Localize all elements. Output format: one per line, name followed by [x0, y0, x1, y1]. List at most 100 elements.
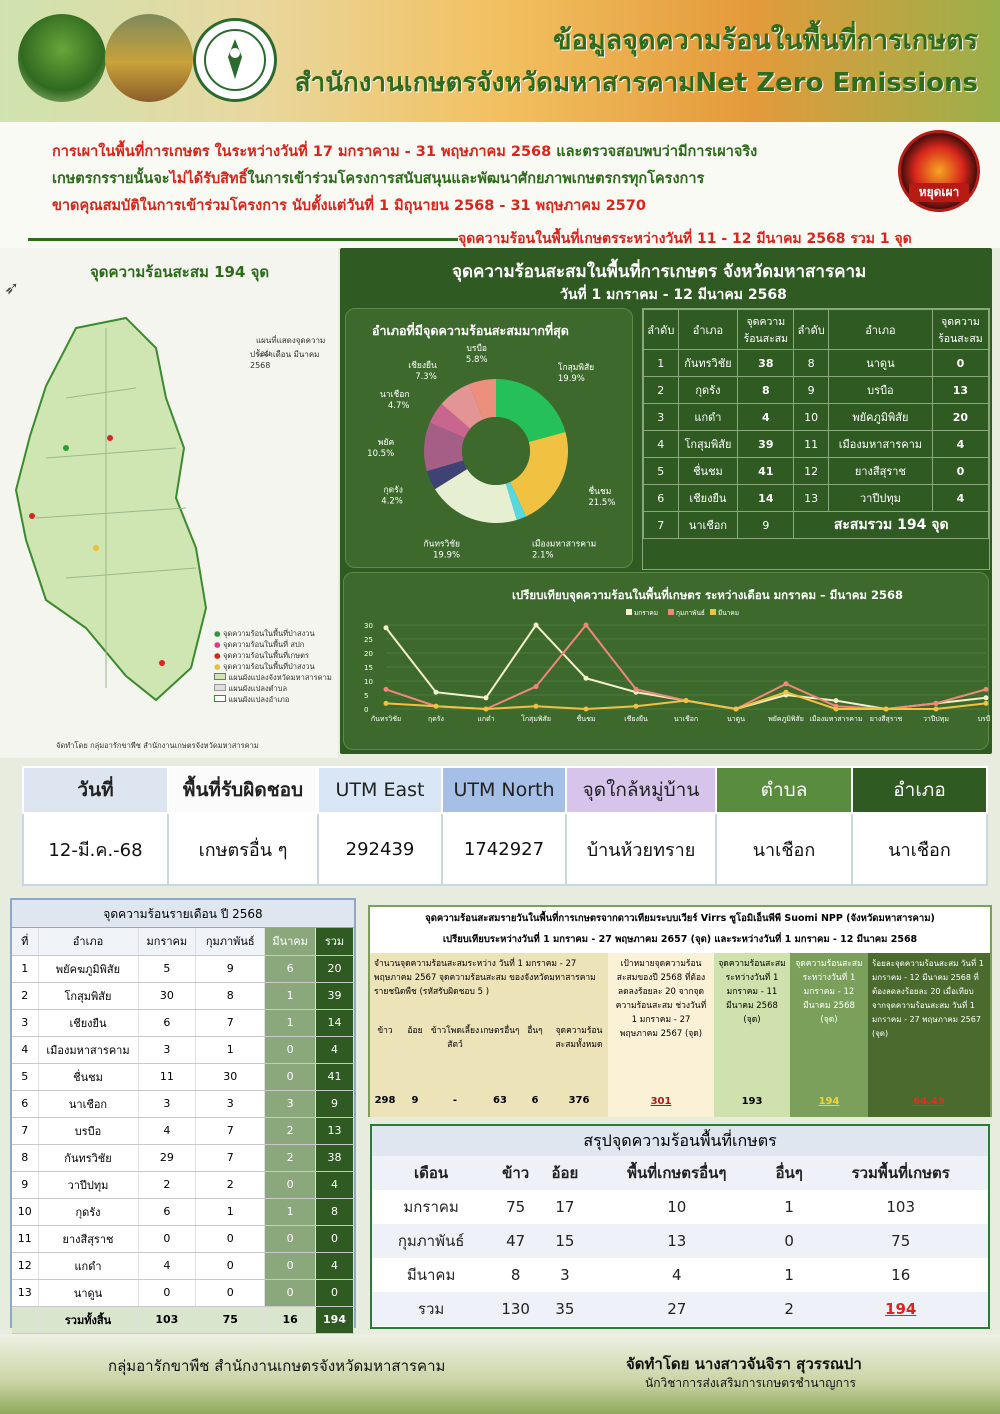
- monthly-cell: กุดรัง: [38, 1198, 139, 1226]
- rank-cell: 0: [931, 457, 990, 485]
- legend-item: ● จุดความร้อนในพื้นที่ สปก: [214, 640, 305, 649]
- rank-cell: 38: [737, 349, 795, 377]
- series-point: [833, 698, 839, 704]
- monthly-cell: 0: [195, 1279, 266, 1307]
- monthly-cell: 1: [264, 1009, 316, 1037]
- notice-section: การเผาในพื้นที่การเกษตร ในระหว่างวันที่ …: [0, 122, 1000, 248]
- monthly-row: 2 โกสุมพิสัย 30 8 1 39: [12, 982, 354, 1010]
- rank-cell: 9: [737, 511, 795, 539]
- utm-area: เกษตรอื่น ๆ: [167, 812, 319, 886]
- rank-cell: 8: [793, 349, 829, 377]
- monthly-cell: 6: [264, 955, 316, 983]
- summary-cell: กุมภาพันธ์: [397, 1232, 465, 1250]
- monthly-row: 3 เชียงยืน 6 7 1 14: [12, 1009, 354, 1037]
- series-point: [633, 703, 639, 709]
- rank-row: 6 เชียงยืน 14 13 วาปีปทุม 4: [643, 484, 990, 512]
- line-chart-title: เปรียบเทียบจุดความร้อนในพื้นที่เกษตร ระห…: [512, 588, 903, 602]
- pie-slice: [496, 379, 566, 443]
- monthly-row: 8 กันทรวิชัย 29 7 2 38: [12, 1144, 354, 1172]
- monthly-cell: 0: [264, 1036, 316, 1064]
- compare-sub-headers: ข้าว อ้อย ข้าวโพดเลี้ยงสัตว์ เกษตรอื่นๆ …: [377, 1026, 603, 1050]
- monthly-total-cell: 16: [264, 1306, 316, 1334]
- monthly-row: 11 ยางสีสุราช 0 0 0 0: [12, 1225, 354, 1253]
- comparison-card: จุดความร้อนสะสมรายวันในพื้นที่การเกษตรจา…: [368, 905, 992, 1117]
- stop-burn-icon: หยุดเผา: [898, 130, 980, 212]
- page-title: ข้อมูลจุดความร้อนในพื้นที่การเกษตร: [553, 25, 978, 56]
- monthly-cell: 9: [315, 1090, 354, 1118]
- compare-col5-value: 64.45: [913, 1096, 945, 1107]
- rank-row: 4 โกสุมพิสัย 39 11 เมืองมหาสารคาม 4: [643, 430, 990, 458]
- line-chart-card: เปรียบเทียบจุดความร้อนในพื้นที่เกษตร ระห…: [343, 572, 990, 750]
- rank-cell: วาปีปทุม: [827, 484, 933, 512]
- monthly-header: มีนาคม: [264, 928, 316, 956]
- monthly-cell: 30: [138, 982, 197, 1010]
- summary-header: พื้นที่เกษตรอื่นๆ: [627, 1164, 727, 1182]
- hotline-divider: [28, 238, 458, 241]
- pie-slice: [429, 403, 471, 438]
- x-tick-label: วาปีปทุม: [923, 715, 949, 723]
- rank-total: สะสมรวม 194 จุด: [793, 511, 989, 539]
- x-tick-label: นาดูน: [727, 715, 745, 723]
- notice-line-1-green: และตรวจสอบพบว่ามีการเผาจริง: [556, 144, 758, 160]
- series-point: [533, 703, 539, 709]
- monthly-cell: 0: [195, 1225, 266, 1253]
- summary-header: อื่นๆ: [775, 1164, 803, 1182]
- pie-percent: 19.9%: [558, 374, 585, 384]
- summary-header: ข้าว: [502, 1164, 530, 1182]
- monthly-cell: 20: [315, 955, 354, 983]
- rank-row: 5 ชื่นชม 41 12 ยางสีสุราช 0: [643, 457, 990, 485]
- monthly-cell: 2: [12, 982, 39, 1010]
- series-point: [583, 622, 589, 628]
- monthly-cell: 7: [195, 1117, 266, 1145]
- monthly-cell: 5: [12, 1063, 39, 1091]
- monthly-table-card: จุดความร้อนรายเดือน ปี 2568 ที่ อำเภอ มก…: [10, 898, 356, 1334]
- notice-line-1-red: การเผาในพื้นที่การเกษตร ในระหว่างวันที่ …: [52, 144, 552, 160]
- monthly-header: รวม: [315, 928, 354, 956]
- rank-cell: โกสุมพิสัย: [677, 430, 739, 458]
- rank-cell: 0: [931, 349, 990, 377]
- monthly-cell: 8: [12, 1144, 39, 1172]
- map-caption-2: ประจำเดือน มีนาคม 2568: [250, 350, 320, 370]
- monthly-cell: 6: [138, 1009, 197, 1037]
- pie-slice: [434, 469, 517, 523]
- pie-slice: [426, 460, 468, 490]
- series-point: [733, 706, 739, 712]
- map-caption-1: แผนที่แสดงจุดความร้อน: [256, 336, 326, 358]
- monthly-cell: 4: [315, 1252, 354, 1280]
- header-banner: ข้อมูลจุดความร้อนในพื้นที่การเกษตร สำนัก…: [0, 0, 1000, 122]
- summary-row: กุมภาพันธ์ 47 15 13 0 75: [372, 1224, 988, 1258]
- rank-cell: นาดูน: [827, 349, 933, 377]
- monthly-cell: บรบือ: [38, 1117, 139, 1145]
- monthly-row: 7 บรบือ 4 7 2 13: [12, 1117, 354, 1145]
- rank-cell: แกดำ: [677, 403, 739, 431]
- pie-slice: [424, 422, 465, 472]
- monthly-cell: 12: [12, 1252, 39, 1280]
- monthly-cell: 0: [264, 1171, 316, 1199]
- monthly-cell: 4: [138, 1252, 197, 1280]
- utm-date: 12-มี.ค.-68: [22, 812, 169, 886]
- notice-line-2-red: ไม่ได้รับสิทธิ์: [169, 171, 248, 187]
- utm-north: 1742927: [441, 812, 567, 886]
- monthly-row: 1 พยัคฆภูมิพิสัย 5 9 6 20: [12, 955, 354, 983]
- series-point: [983, 700, 989, 706]
- utm-east: 292439: [317, 812, 443, 886]
- map-credit: จัดทำโดย กลุ่มอารักขาพืช สำนักงานเกษตรจั…: [56, 741, 259, 750]
- map-legend: ● จุดความร้อนในพื้นที่ป่าสงวน ● จุดความร…: [214, 628, 332, 705]
- summary-row: มกราคม 75 17 10 1 103: [372, 1190, 988, 1224]
- field-logo: [105, 14, 193, 102]
- series-point: [383, 700, 389, 706]
- monthly-total-cell: 75: [195, 1306, 266, 1334]
- x-tick-label: โกสุมพิสัย: [521, 714, 551, 723]
- footer-author-title: นักวิชาการส่งเสริมการเกษตรชำนาญการ: [645, 1376, 856, 1390]
- rank-cell: พยัคภูมิพิสัย: [827, 403, 933, 431]
- series-point: [483, 706, 489, 712]
- monthly-cell: 0: [264, 1063, 316, 1091]
- summary-cell: 47: [506, 1232, 526, 1250]
- series-point: [983, 695, 989, 701]
- monthly-cell: นาเชือก: [38, 1090, 139, 1118]
- y-tick-label: 0: [364, 706, 368, 714]
- series-point: [983, 686, 989, 692]
- utm-header: UTM North: [441, 766, 567, 814]
- series-point: [383, 625, 389, 631]
- monthly-cell: 8: [315, 1198, 354, 1226]
